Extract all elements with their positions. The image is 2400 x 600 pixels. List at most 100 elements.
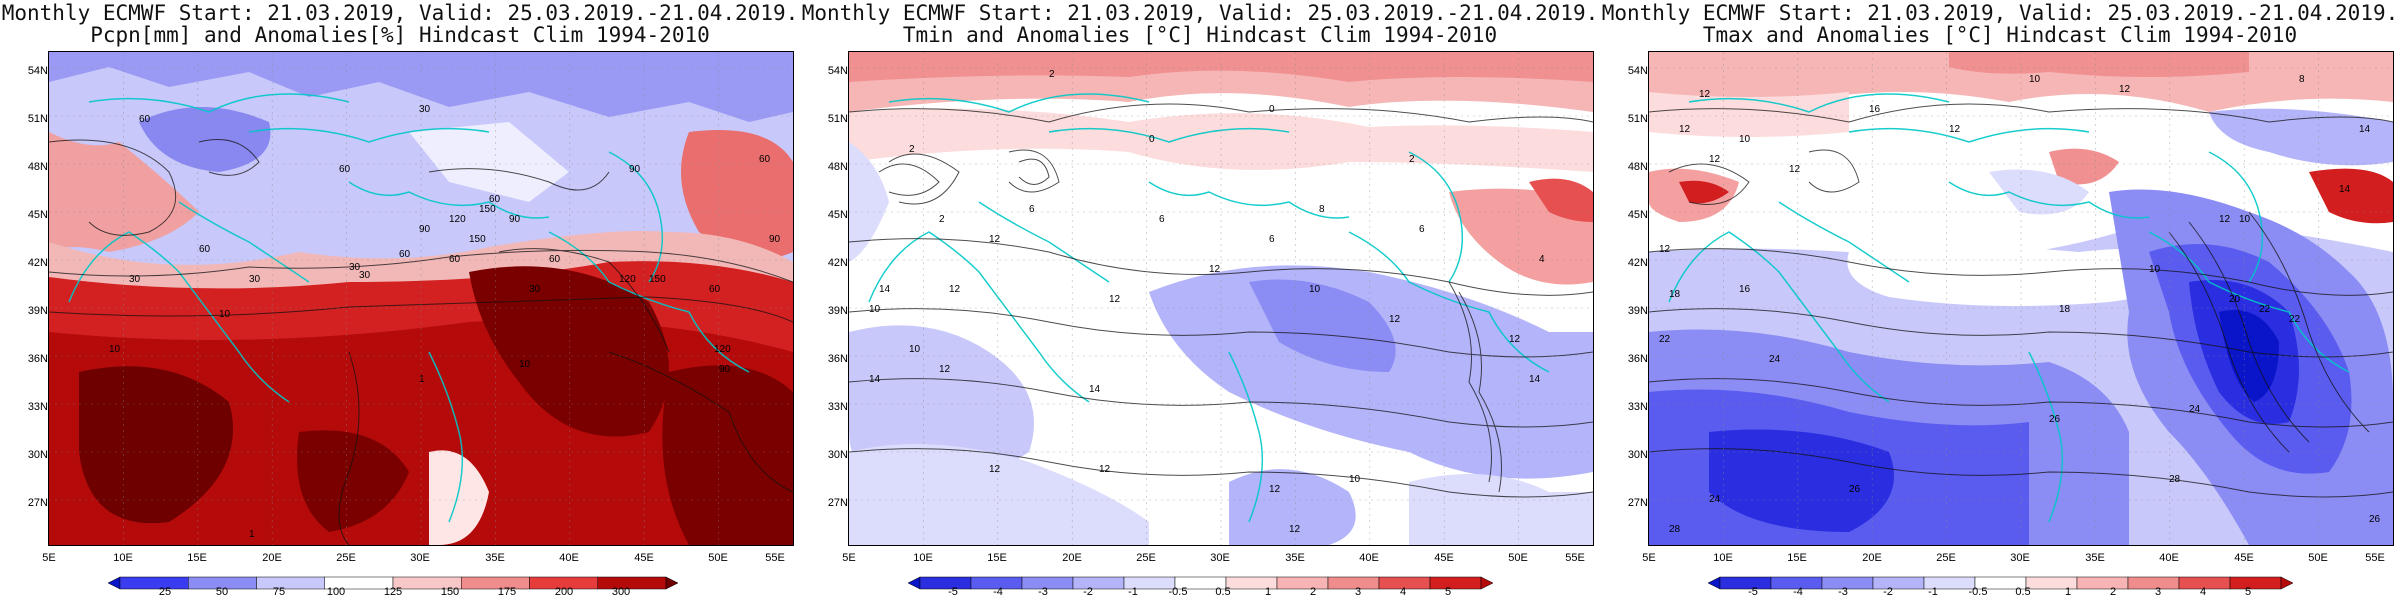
lon-tick: 55E — [765, 552, 785, 564]
contour-label: 90 — [419, 224, 431, 235]
contour-label: 10 — [1309, 284, 1321, 295]
lon-tick: 50E — [2308, 552, 2328, 564]
contour-label: 12 — [989, 234, 1001, 245]
lat-tick: 39N — [827, 305, 848, 317]
contour-label: 1 — [249, 529, 255, 540]
contour-label: 30 — [129, 274, 141, 285]
contour-label: 26 — [2369, 514, 2381, 525]
colorbar-label: -1 — [1928, 586, 1938, 598]
contour-label: 0 — [1149, 134, 1155, 145]
contour-label: 14 — [869, 374, 881, 385]
lon-tick: 30E — [1210, 552, 1230, 564]
contour-label: 12 — [1949, 124, 1961, 135]
contour-label: 12 — [949, 284, 961, 295]
lat-tick: 33N — [1627, 401, 1648, 413]
contour-label: 6 — [1419, 224, 1425, 235]
colorbar-label: -1 — [1128, 586, 1138, 598]
lat-tick: 30N — [827, 449, 848, 461]
contour-label: 26 — [2049, 414, 2061, 425]
contour-label: 24 — [2189, 404, 2201, 415]
lon-tick: 10E — [113, 552, 133, 564]
contour-label: 12 — [1659, 244, 1671, 255]
contour-label: 60 — [449, 254, 461, 265]
lat-tick: 48N — [27, 161, 48, 173]
lat-tick: 27N — [827, 497, 848, 509]
contour-label: 60 — [549, 254, 561, 265]
colorbar-label: -3 — [1838, 586, 1848, 598]
contour-label: 12 — [1389, 314, 1401, 325]
lon-tick: 5E — [42, 552, 56, 564]
contour-label: 90 — [509, 214, 521, 225]
colorbar-label: 1 — [2064, 586, 2072, 598]
contour-label: 14 — [2339, 184, 2351, 195]
colorbar-segment — [1276, 576, 1329, 590]
colorbar-label: 4 — [2199, 586, 2207, 598]
colorbar-label: 3 — [1354, 586, 1362, 598]
contour-label: 22 — [2259, 304, 2271, 315]
contour-labels: 12 10 8 12 10 12 14 12 16 12 14 12 12 10… — [1659, 74, 2381, 535]
colorbar-label: -4 — [993, 586, 1003, 598]
contour-label: 16 — [1869, 104, 1881, 115]
colorbar-label: 1 — [1264, 586, 1272, 598]
contour-label: 22 — [1659, 334, 1671, 345]
lon-tick: 55E — [2365, 552, 2385, 564]
lon-tick: 45E — [2234, 552, 2254, 564]
lat-tick: 33N — [27, 401, 48, 413]
contour-label: 14 — [1529, 374, 1541, 385]
lon-tick: 25E — [1136, 552, 1156, 564]
contour-label: 30 — [529, 284, 541, 295]
panel-title-line1: Monthly ECMWF Start: 21.03.2019, Valid: … — [801, 1, 1599, 25]
lat-tick: 27N — [27, 497, 48, 509]
tmin-panel: Monthly ECMWF Start: 21.03.2019, Valid: … — [800, 0, 1600, 600]
colorbar-segment — [256, 576, 325, 590]
contour-label: 30 — [249, 274, 261, 285]
contour-label: 6 — [1029, 204, 1035, 215]
lon-tick: 30E — [410, 552, 430, 564]
lat-tick: 42N — [827, 257, 848, 269]
contour-label: 24 — [1709, 494, 1721, 505]
lon-tick: 55E — [1565, 552, 1585, 564]
lat-tick: 48N — [827, 161, 848, 173]
colorbar-label: 150 — [440, 586, 460, 598]
tmax-panel: Monthly ECMWF Start: 21.03.2019, Valid: … — [1600, 0, 2400, 600]
lat-tick: 39N — [1627, 305, 1648, 317]
colorbar-label: 2 — [1309, 586, 1317, 598]
precipitation-panel: Monthly ECMWF Start: 21.03.2019, Valid: … — [0, 0, 800, 600]
lon-tick: 10E — [1713, 552, 1733, 564]
colorbar-segment — [2229, 576, 2282, 590]
colorbar-segment — [107, 576, 121, 590]
panel-title-line2: Tmax and Anomalies [°C] Hindcast Clim 19… — [1702, 23, 2298, 47]
contour-labels: 2 0 2 0 2 2 6 6 4 6 12 8 6 12 10 14 10 1… — [869, 69, 1545, 535]
lat-tick: 51N — [27, 113, 48, 125]
colorbar-label: 125 — [383, 586, 403, 598]
lon-tick: 45E — [1434, 552, 1454, 564]
contour-label: 12 — [1789, 164, 1801, 175]
lat-tick: 36N — [1627, 353, 1648, 365]
colorbar-label: -4 — [1793, 586, 1803, 598]
lon-tick: 50E — [708, 552, 728, 564]
contour-label: 2 — [1049, 69, 1055, 80]
lat-tick: 51N — [827, 113, 848, 125]
contour-label: 6 — [1159, 214, 1165, 225]
contour-label: 12 — [1269, 484, 1281, 495]
contour-label: 12 — [2219, 214, 2231, 225]
contour-label: 10 — [219, 309, 231, 320]
contour-label: 10 — [2149, 264, 2161, 275]
lon-tick: 40E — [2159, 552, 2179, 564]
lat-tick: 45N — [827, 209, 848, 221]
contour-label: 12 — [1699, 89, 1711, 100]
lon-tick: 30E — [2010, 552, 2030, 564]
colorbar-label: -2 — [1883, 586, 1893, 598]
colorbar-segment — [907, 576, 921, 590]
contour-label: 6 — [1269, 234, 1275, 245]
lon-tick: 40E — [559, 552, 579, 564]
colorbar-label: 5 — [1444, 586, 1452, 598]
lat-tick: 51N — [1627, 113, 1648, 125]
colorbar-segment — [1707, 576, 1721, 590]
contour-label: 20 — [2229, 294, 2241, 305]
contour-label: 60 — [399, 249, 411, 260]
contour-label: 12 — [1709, 154, 1721, 165]
colorbar-label: 2 — [2109, 586, 2117, 598]
colorbar-label: -2 — [1083, 586, 1093, 598]
lat-tick: 42N — [27, 257, 48, 269]
